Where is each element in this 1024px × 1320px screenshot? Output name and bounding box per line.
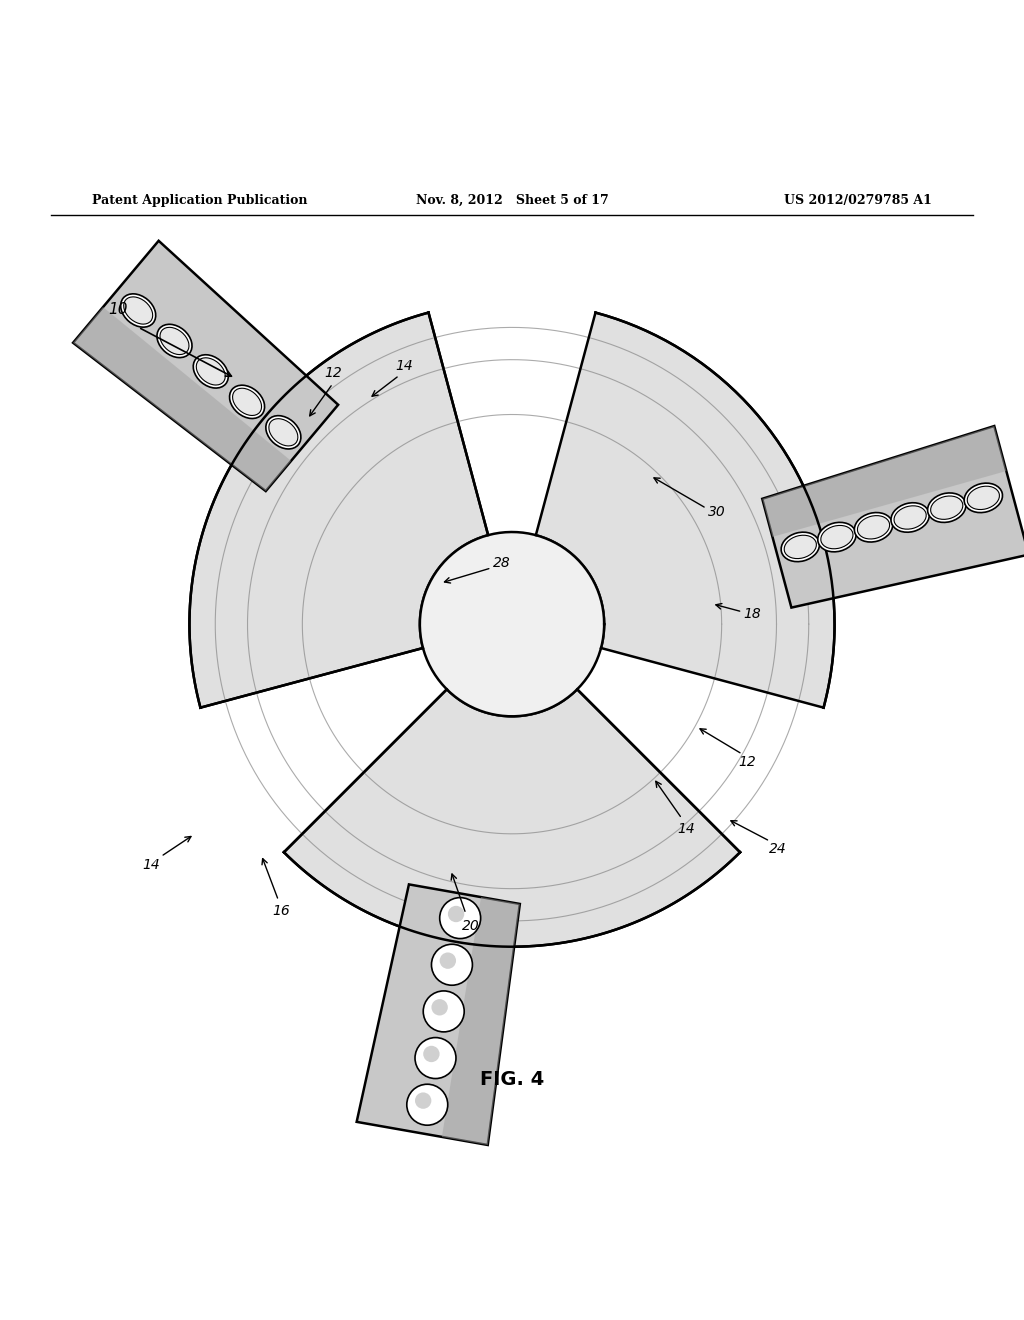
Circle shape	[447, 906, 464, 923]
Polygon shape	[762, 426, 1024, 607]
Circle shape	[423, 1045, 439, 1063]
Circle shape	[407, 1084, 447, 1125]
Circle shape	[439, 898, 480, 939]
Ellipse shape	[194, 355, 228, 388]
Text: Patent Application Publication: Patent Application Publication	[92, 194, 307, 207]
Polygon shape	[762, 426, 1007, 537]
Circle shape	[431, 999, 447, 1015]
Text: US 2012/0279785 A1: US 2012/0279785 A1	[784, 194, 932, 207]
Ellipse shape	[121, 294, 156, 327]
Text: Nov. 8, 2012   Sheet 5 of 17: Nov. 8, 2012 Sheet 5 of 17	[416, 194, 608, 207]
Text: 14: 14	[142, 858, 161, 871]
Ellipse shape	[857, 516, 890, 539]
Ellipse shape	[818, 523, 856, 552]
Text: 12: 12	[324, 366, 342, 380]
Text: 24: 24	[769, 842, 787, 857]
Text: 10: 10	[108, 302, 128, 317]
Ellipse shape	[854, 512, 893, 543]
Text: 12: 12	[738, 755, 757, 770]
Polygon shape	[442, 898, 520, 1144]
Ellipse shape	[124, 297, 153, 325]
Text: FIG. 4: FIG. 4	[480, 1071, 544, 1089]
Circle shape	[415, 1093, 431, 1109]
Text: 18: 18	[743, 607, 762, 620]
Ellipse shape	[928, 492, 966, 523]
Polygon shape	[73, 240, 338, 491]
Circle shape	[439, 953, 456, 969]
Circle shape	[415, 1038, 456, 1078]
Ellipse shape	[891, 503, 929, 532]
Text: 28: 28	[493, 556, 511, 570]
Ellipse shape	[965, 483, 1002, 512]
Ellipse shape	[968, 486, 999, 510]
Ellipse shape	[784, 535, 816, 558]
Polygon shape	[420, 532, 604, 717]
Polygon shape	[284, 689, 740, 946]
Text: 20: 20	[462, 919, 480, 933]
Circle shape	[423, 991, 464, 1032]
Ellipse shape	[197, 358, 225, 385]
Ellipse shape	[229, 385, 264, 418]
Ellipse shape	[894, 506, 927, 529]
Text: 30: 30	[708, 504, 726, 519]
Ellipse shape	[266, 416, 301, 449]
Ellipse shape	[931, 496, 963, 519]
Polygon shape	[189, 313, 488, 708]
Ellipse shape	[157, 325, 193, 358]
Polygon shape	[356, 884, 520, 1144]
Ellipse shape	[269, 418, 298, 446]
Ellipse shape	[160, 327, 189, 355]
Ellipse shape	[232, 388, 261, 416]
Text: 14: 14	[395, 359, 414, 374]
Polygon shape	[73, 308, 291, 491]
Ellipse shape	[781, 532, 819, 561]
Ellipse shape	[821, 525, 853, 549]
Circle shape	[431, 944, 472, 985]
Polygon shape	[536, 313, 835, 708]
Text: 14: 14	[677, 822, 695, 836]
Text: 16: 16	[272, 904, 291, 917]
